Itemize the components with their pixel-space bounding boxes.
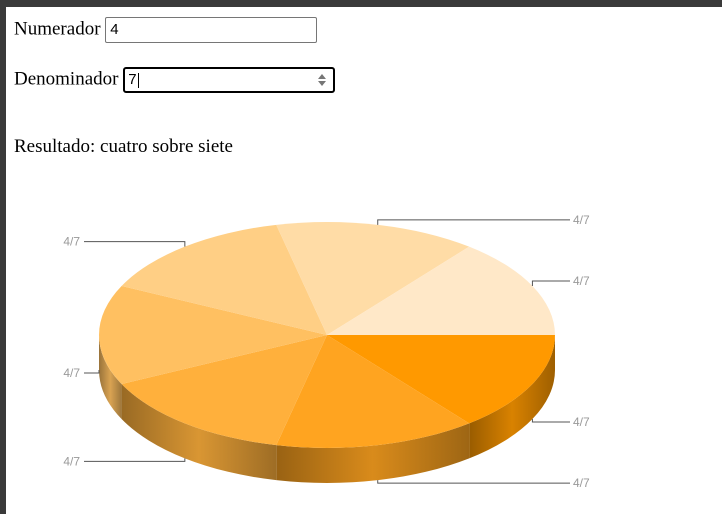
denominator-value: 7 [128, 71, 137, 88]
pie-slice-label: 4/7 [573, 415, 590, 429]
denominator-label: Denominador [14, 68, 119, 90]
pie-slice [121, 335, 327, 446]
pie-leader-line [84, 458, 186, 462]
pie-leader-line [84, 241, 186, 247]
text-caret [137, 72, 139, 88]
pie-leader-line [377, 219, 570, 225]
pie-slice [276, 222, 470, 335]
numerator-label: Numerador [14, 18, 101, 40]
pie-slice [276, 335, 470, 448]
page-content: Numerador 4 Denominador 7 Resultado: cua… [6, 7, 722, 514]
pie-slice-label: 4/7 [63, 235, 80, 249]
pie-slice-label: 4/7 [63, 454, 80, 468]
denominator-input[interactable]: 7 [123, 67, 336, 93]
pie-slice [327, 335, 555, 424]
pie-chart: 4/7 4/7 4/7 4/7 4/7 4/7 4/7 [63, 213, 590, 490]
pie-slice-label: 4/7 [63, 366, 80, 380]
pie-leader-line [531, 419, 570, 423]
pie-leader-line [531, 280, 570, 286]
numerator-value: 4 [110, 21, 119, 38]
numerator-input[interactable]: 4 [105, 17, 318, 43]
pie-slice-side [469, 335, 555, 459]
denominator-row: Denominador 7 [14, 67, 336, 93]
pie-slice-label: 4/7 [573, 213, 590, 227]
pie-slice [121, 224, 327, 335]
pie-slice [327, 246, 555, 335]
pie-slice-side [121, 384, 277, 481]
pie-slice-side [276, 423, 470, 483]
pie-slice-side [99, 335, 122, 420]
numerator-row: Numerador 4 [14, 17, 318, 43]
pie-slice-label: 4/7 [573, 476, 590, 490]
pie-leader-line [84, 370, 100, 374]
pie-leader-line [377, 480, 570, 484]
number-spinner-icon[interactable] [317, 72, 327, 88]
result-text: Resultado: cuatro sobre siete [14, 136, 233, 157]
pie-slice [99, 285, 327, 385]
pie-slice-label: 4/7 [573, 274, 590, 288]
